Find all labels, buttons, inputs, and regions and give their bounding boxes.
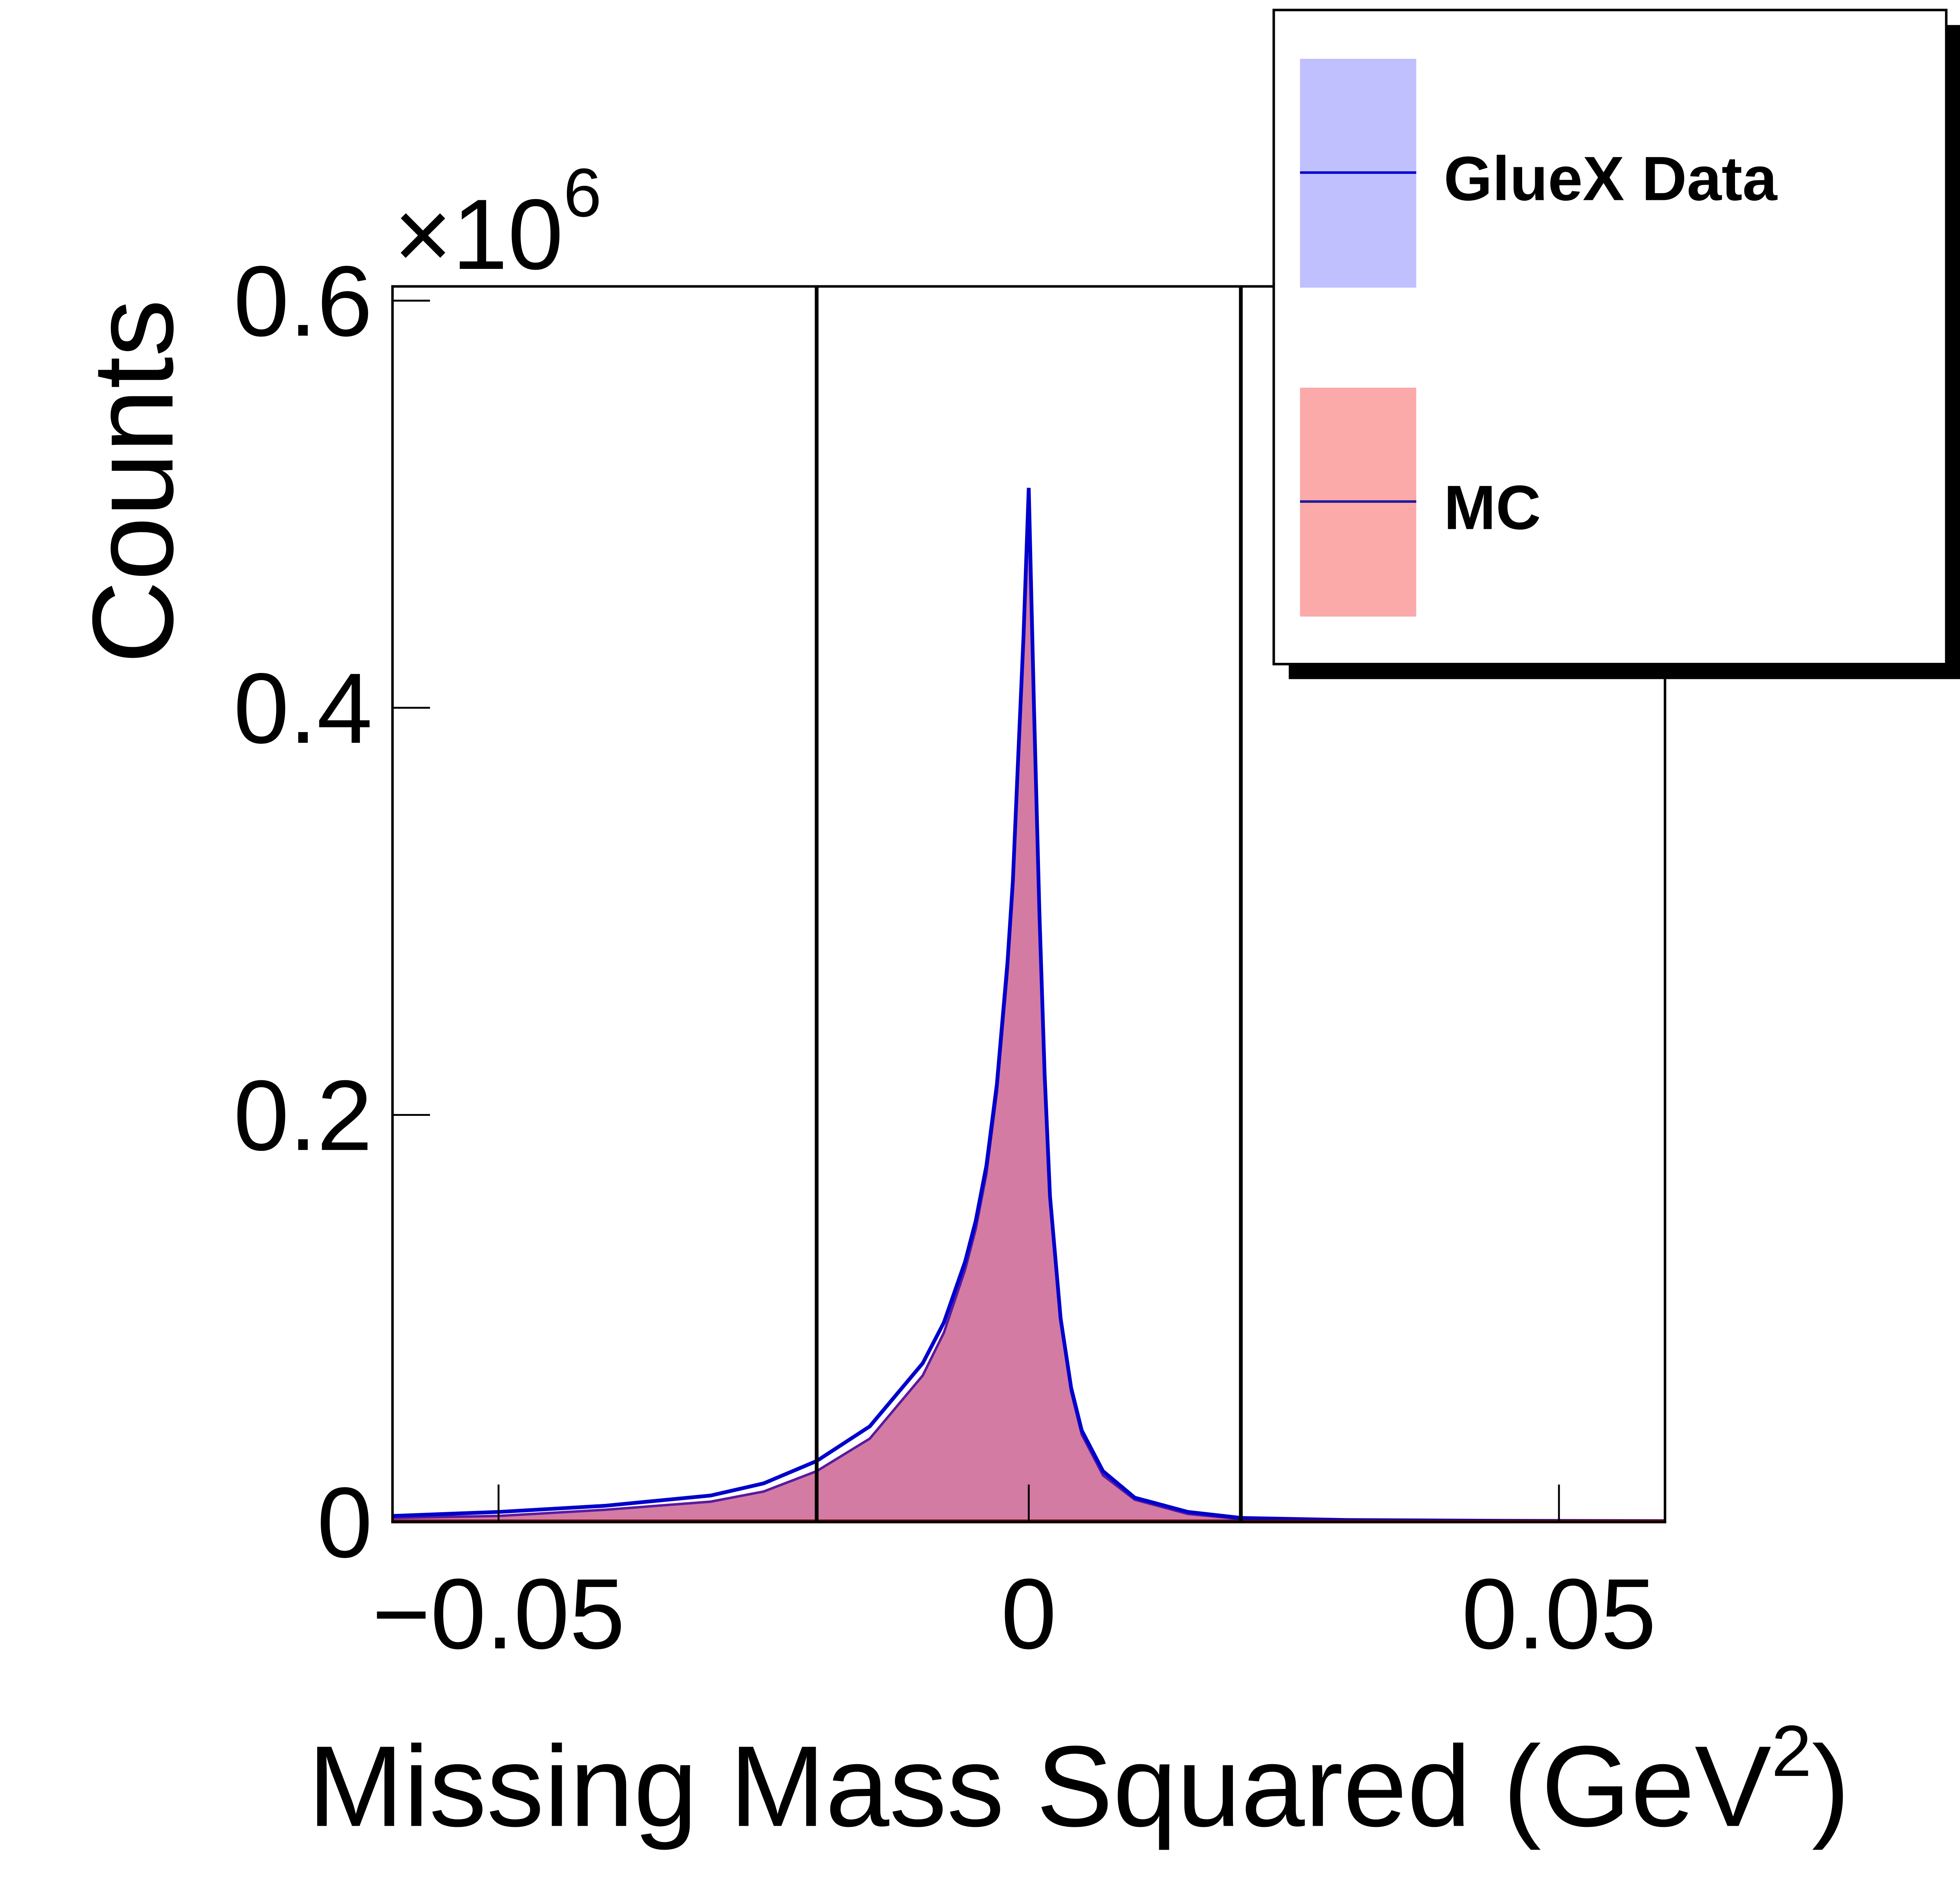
y-tick-label: 0.4 [234, 653, 373, 764]
y-tick-label: 0.2 [234, 1060, 373, 1172]
y-axis-title: Counts [69, 299, 197, 664]
legend: GlueX Data MC [1272, 9, 1960, 679]
x-tick-label: 0 [1001, 1558, 1056, 1670]
x-tick-label: −0.05 [372, 1558, 625, 1670]
y-tick-label: 0 [317, 1467, 372, 1578]
x-axis-title: Missing Mass Squared (GeV2) [308, 1711, 1850, 1851]
gluex-data-histogram [392, 488, 1665, 1523]
y-multiplier: ×106 [394, 154, 601, 290]
legend-label-data: GlueX Data [1444, 143, 1778, 213]
x-tick-label: 0.05 [1462, 1558, 1656, 1670]
y-tick-label: 0.6 [234, 245, 373, 357]
legend-label-mc: MC [1444, 473, 1541, 542]
